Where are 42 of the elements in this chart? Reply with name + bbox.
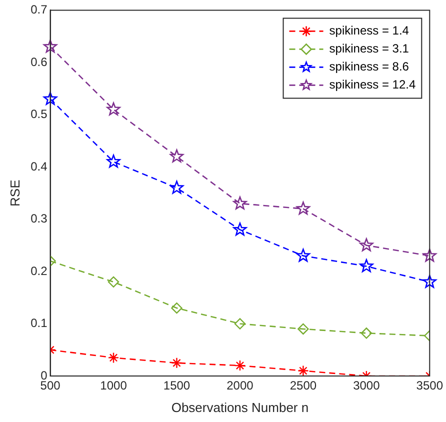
x-tick-label: 3000: [353, 378, 380, 393]
x-tick-label: 1000: [100, 378, 128, 393]
point: [43, 40, 58, 53]
x-tick-label: 1500: [163, 378, 190, 393]
legend-label: spikiness = 12.4: [329, 78, 416, 92]
y-tick-label: 0.4: [30, 159, 48, 174]
y-tick-label: 0.2: [30, 264, 48, 278]
point: [296, 248, 310, 262]
point: [106, 154, 120, 168]
y-tick-label: 0.3: [30, 212, 48, 226]
x-tick-label: 2000: [226, 378, 254, 393]
point: [360, 328, 372, 339]
legend-label: spikiness = 8.6: [329, 60, 410, 74]
y-tick-label: 0.7: [30, 2, 48, 17]
point: [233, 222, 247, 236]
legend-label: spikiness = 3.1: [329, 42, 410, 56]
point: [43, 92, 58, 105]
legend-label: spikiness = 1.4: [329, 24, 410, 38]
x-axis-title: Observations Number n: [171, 400, 309, 415]
point: [108, 352, 120, 364]
point: [422, 248, 436, 262]
x-tick-label: 2500: [290, 378, 317, 393]
y-tick-label: 0.5: [30, 107, 48, 122]
y-axis-title: RSE: [7, 179, 22, 206]
point: [108, 276, 120, 288]
point: [233, 196, 247, 210]
point: [296, 202, 310, 215]
point: [171, 357, 182, 369]
point: [170, 180, 184, 194]
x-tick-label: 3500: [416, 378, 444, 393]
point: [422, 274, 436, 288]
point: [106, 102, 120, 116]
point: [298, 323, 309, 335]
point: [170, 149, 184, 162]
point: [234, 318, 246, 330]
point: [171, 302, 182, 314]
point: [360, 259, 374, 272]
y-tick-label: 0.6: [30, 54, 48, 69]
point: [360, 238, 374, 252]
point: [234, 360, 246, 372]
point: [298, 365, 309, 376]
y-tick-label: 0.1: [30, 316, 48, 330]
